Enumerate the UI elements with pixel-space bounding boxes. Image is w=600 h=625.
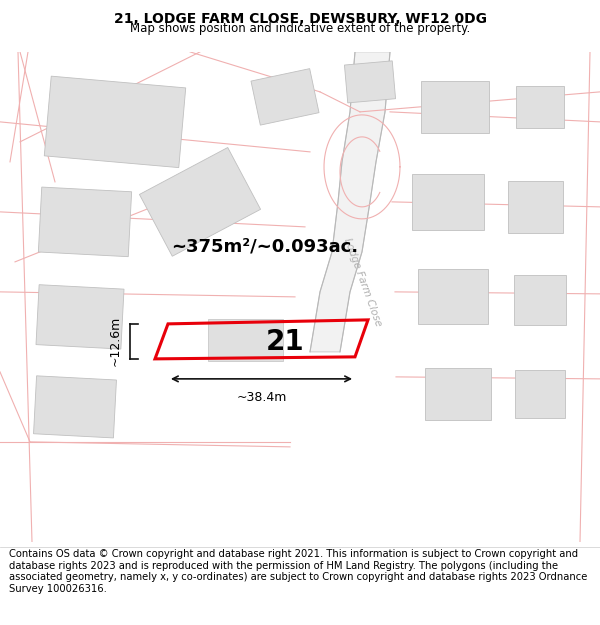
Polygon shape bbox=[516, 86, 564, 128]
Text: 21: 21 bbox=[266, 328, 304, 356]
Polygon shape bbox=[251, 69, 319, 125]
Text: 21, LODGE FARM CLOSE, DEWSBURY, WF12 0DG: 21, LODGE FARM CLOSE, DEWSBURY, WF12 0DG bbox=[113, 12, 487, 26]
Polygon shape bbox=[421, 81, 489, 133]
Text: Contains OS data © Crown copyright and database right 2021. This information is : Contains OS data © Crown copyright and d… bbox=[9, 549, 587, 594]
Polygon shape bbox=[34, 376, 116, 438]
Polygon shape bbox=[515, 370, 565, 418]
Polygon shape bbox=[418, 269, 488, 324]
Text: ~12.6m: ~12.6m bbox=[109, 316, 122, 366]
Polygon shape bbox=[208, 319, 283, 361]
Text: Lodge Farm Close: Lodge Farm Close bbox=[343, 236, 383, 328]
Polygon shape bbox=[36, 285, 124, 349]
Polygon shape bbox=[139, 148, 260, 256]
Polygon shape bbox=[310, 52, 390, 352]
Text: ~38.4m: ~38.4m bbox=[236, 391, 287, 404]
Polygon shape bbox=[38, 187, 131, 257]
Polygon shape bbox=[412, 174, 484, 230]
Polygon shape bbox=[344, 61, 395, 103]
Polygon shape bbox=[508, 181, 563, 233]
Text: Map shows position and indicative extent of the property.: Map shows position and indicative extent… bbox=[130, 22, 470, 35]
Polygon shape bbox=[425, 368, 491, 420]
Polygon shape bbox=[44, 76, 186, 168]
Text: ~375m²/~0.093ac.: ~375m²/~0.093ac. bbox=[172, 238, 359, 256]
Polygon shape bbox=[514, 275, 566, 325]
